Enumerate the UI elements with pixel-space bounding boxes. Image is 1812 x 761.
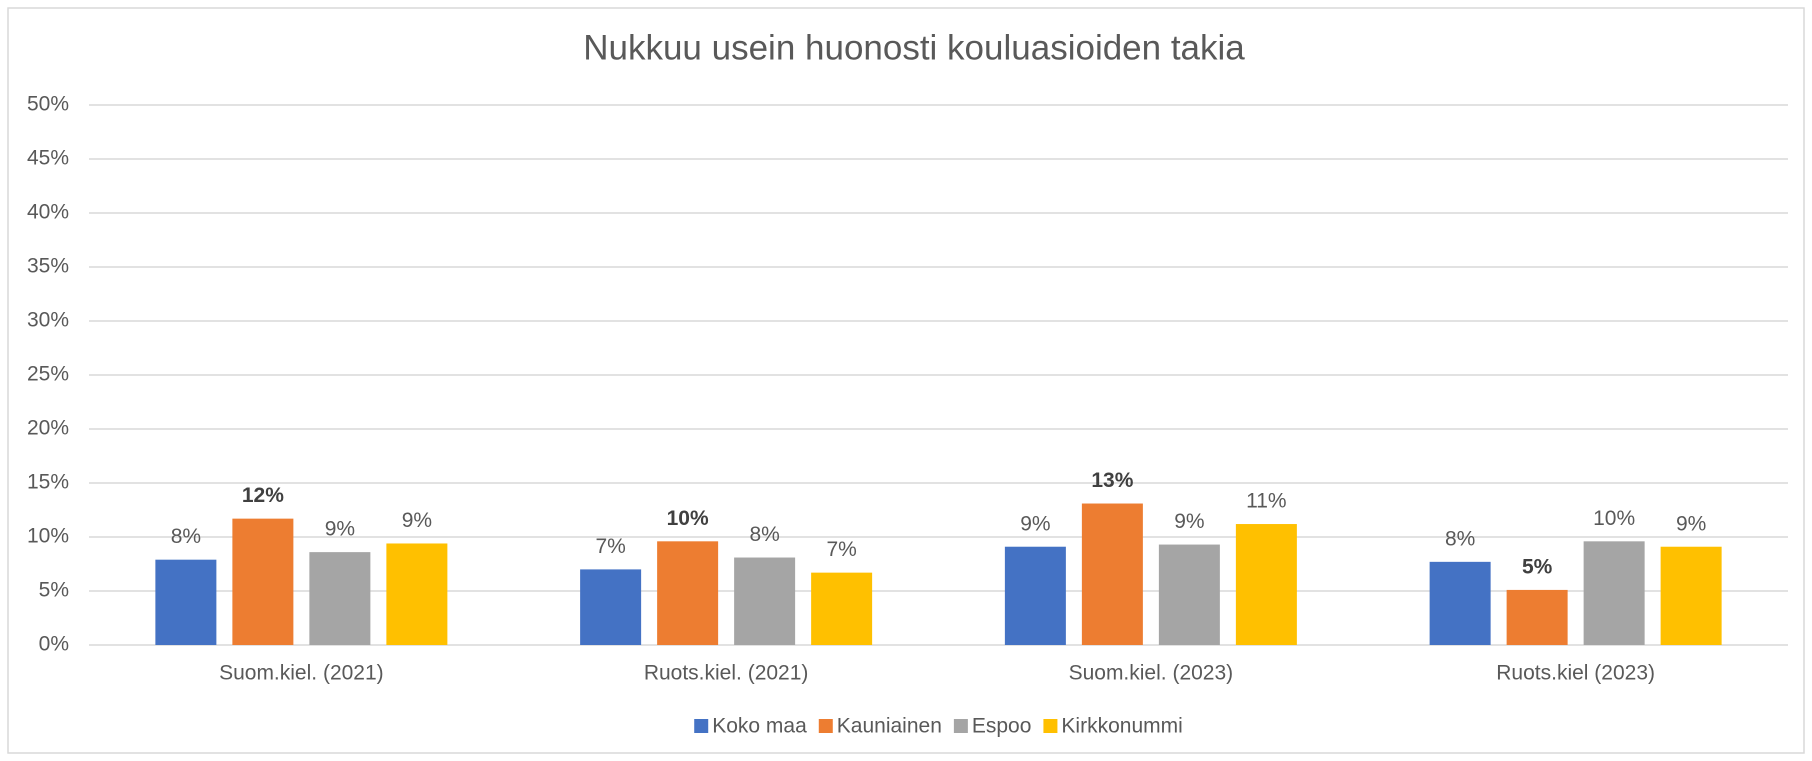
bar	[1004, 546, 1066, 645]
data-label: 5%	[1522, 555, 1553, 578]
bar	[657, 541, 719, 645]
bar	[1660, 546, 1722, 645]
x-tick-label: Suom.kiel. (2021)	[219, 662, 384, 685]
data-label: 8%	[749, 523, 779, 546]
y-tick-label: 0%	[39, 633, 69, 656]
data-label: 10%	[667, 507, 709, 530]
legend-swatch	[694, 719, 709, 733]
y-tick-label: 45%	[27, 147, 69, 170]
data-label: 9%	[325, 518, 355, 541]
y-tick-label: 15%	[27, 471, 69, 494]
bar	[811, 572, 873, 645]
bar	[1429, 561, 1491, 645]
data-label: 7%	[595, 535, 625, 558]
bar	[232, 518, 294, 645]
bar	[1235, 524, 1297, 645]
bar	[1506, 589, 1568, 645]
bar	[386, 543, 448, 645]
y-tick-label: 10%	[27, 525, 69, 548]
legend-label: Kirkkonummi	[1061, 715, 1182, 738]
y-tick-label: 5%	[39, 579, 69, 602]
bar	[1583, 541, 1645, 645]
data-label: 10%	[1593, 507, 1635, 530]
data-label: 7%	[826, 538, 856, 561]
bar	[1158, 544, 1220, 645]
data-label: 12%	[242, 484, 284, 507]
chart-title: Nukkuu usein huonosti kouluasioiden taki…	[583, 28, 1245, 67]
chart-border	[7, 7, 1805, 754]
data-label: 9%	[1174, 510, 1204, 533]
legend-swatch	[818, 719, 833, 733]
y-tick-label: 25%	[27, 363, 69, 386]
bar	[1081, 503, 1143, 645]
legend-label: Kauniainen	[837, 715, 942, 738]
bar	[155, 559, 217, 645]
y-tick-label: 50%	[27, 93, 69, 116]
data-label: 11%	[1246, 490, 1286, 513]
legend-swatch	[1043, 719, 1058, 733]
bar	[580, 569, 642, 645]
legend-label: Koko maa	[712, 715, 807, 738]
legend-swatch	[953, 719, 968, 733]
data-label: 9%	[1020, 512, 1050, 535]
x-tick-label: Ruots.kiel. (2021)	[644, 662, 809, 685]
bar	[734, 557, 796, 645]
data-label: 9%	[402, 509, 432, 532]
y-tick-label: 40%	[27, 201, 69, 224]
y-tick-label: 20%	[27, 417, 69, 440]
data-label: 13%	[1091, 469, 1133, 492]
data-label: 8%	[171, 525, 201, 548]
x-tick-label: Suom.kiel. (2023)	[1069, 662, 1234, 685]
y-tick-label: 35%	[27, 255, 69, 278]
data-label: 8%	[1445, 527, 1475, 550]
x-tick-label: Ruots.kiel (2023)	[1496, 662, 1655, 685]
bar	[309, 552, 371, 645]
y-tick-label: 30%	[27, 309, 69, 332]
legend-label: Espoo	[972, 715, 1032, 738]
data-label: 9%	[1676, 512, 1706, 535]
